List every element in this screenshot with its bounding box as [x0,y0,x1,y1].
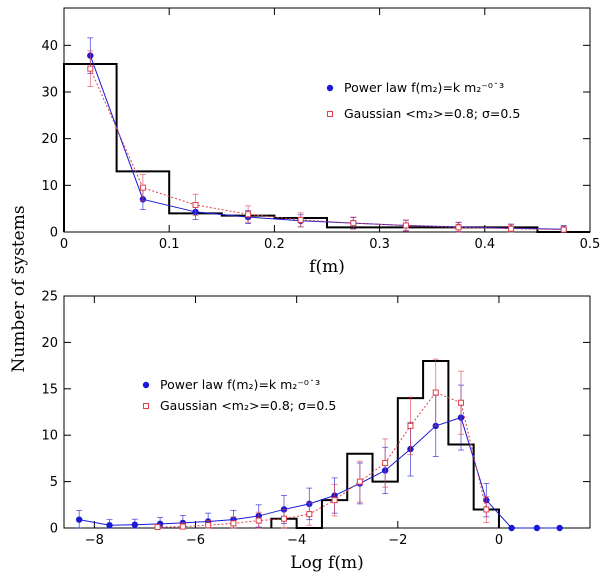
legend-gaussian-marker [327,111,333,117]
gaussian-point [402,222,409,229]
gaussian-point [245,211,252,218]
x-tick-label: 0 [60,237,68,252]
x-tick-label: 0.2 [264,237,285,252]
y-tick-label: 20 [41,132,58,147]
gaussian-point [297,216,304,223]
x-tick-label: −4 [287,533,306,548]
top-panel: 0 0.1 0.2 0.3 0.4 0.5 0 10 20 30 40 f(m) Power law f… [41,7,600,277]
y-tick-label: 10 [41,179,58,194]
gaussian-point [455,224,462,231]
gaussian-point [458,399,465,406]
x-tick-label: 0 [495,533,503,548]
y-tick-label: 0 [50,522,58,537]
gaussian-point [230,520,237,527]
gaussian-line [89,68,564,231]
power-law-point [106,522,113,529]
power-law-point [556,524,563,532]
plot-frame [63,295,591,529]
y-axis-label: Number of systems [9,205,29,372]
x-tick-label: −2 [388,533,407,548]
power-law-point [533,524,541,532]
legend-power-law-label: Power law f(m₂)=k m₂⁻⁰˙³ [160,377,320,392]
legend-gaussian-label: Gaussian <m₂>=0.8; σ=0.5 [160,398,336,413]
x-tick-label: 0.5 [580,237,600,252]
power-law-point [75,516,83,523]
power-law-line [79,416,560,529]
y-tick-label: 0 [50,226,58,241]
y-tick-label: 15 [41,382,58,397]
gaussian-point [432,389,439,396]
gaussian-point [560,226,567,233]
y-tick-label: 25 [41,290,58,305]
gaussian-point [350,220,357,227]
gaussian-point [407,422,414,429]
gaussian-point [139,184,146,191]
x-axis-label: f(m) [309,257,345,277]
y-tick-label: 5 [50,475,58,490]
gaussian-point [331,497,338,504]
legend-power-law-marker [142,381,150,389]
gaussian-point [281,515,288,522]
y-tick-label: 40 [41,39,58,54]
x-tick-label: 0.4 [474,237,495,252]
legend-gaussian-label: Gaussian <m₂>=0.8; σ=0.5 [344,106,520,121]
gaussian-point [205,522,212,529]
gaussian-point [87,65,94,72]
legend-power-law-marker [326,84,334,92]
gaussian-point [192,201,199,208]
gaussian-point [154,524,161,531]
bottom-panel: −8 −6 −4 −2 0 0 5 10 15 20 25 Log f(m) Power law f(m… [41,290,591,573]
gaussian-point [255,517,262,524]
power-law-point [131,521,139,528]
y-tick-label: 30 [41,86,58,101]
legend-gaussian-marker [143,403,149,409]
x-tick-label: 0.1 [159,237,180,252]
x-tick-label: 0.3 [369,237,390,252]
gaussian-point [356,478,363,485]
x-axis-label: Log f(m) [290,553,364,573]
gaussian-point [483,506,490,513]
power-law-point [508,524,515,532]
gaussian-point [382,460,389,467]
x-tick-label: −6 [186,533,205,548]
gaussian-point [508,225,515,232]
y-tick-label: 20 [41,336,58,351]
x-tick-label: −8 [85,533,104,548]
y-tick-label: 10 [41,429,58,444]
gaussian-point [306,511,313,518]
legend-power-law-label: Power law f(m₂)=k m₂⁻⁰˙³ [344,80,504,95]
gaussian-point [179,523,186,530]
